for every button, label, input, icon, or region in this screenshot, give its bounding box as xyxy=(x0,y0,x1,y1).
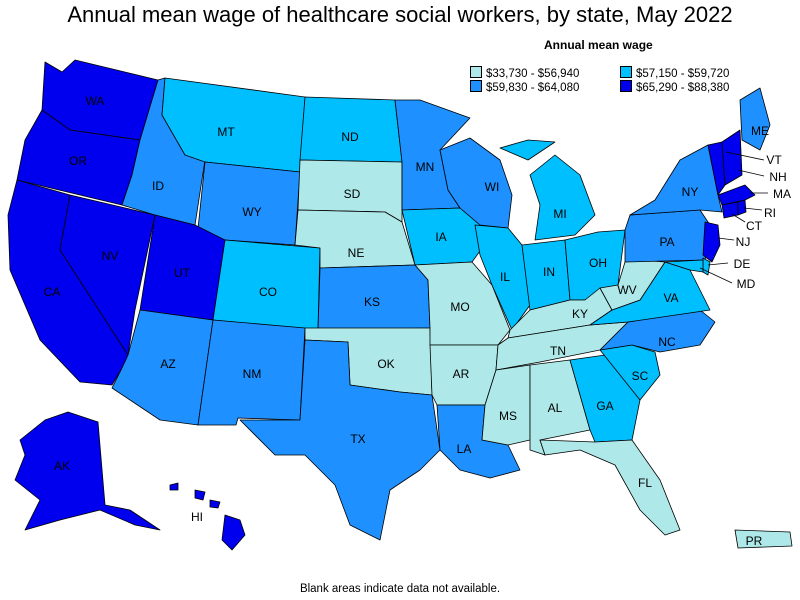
label-ks: KS xyxy=(364,295,380,309)
leader-nj xyxy=(717,237,735,241)
label-me: ME xyxy=(751,124,769,138)
leader-de xyxy=(707,262,729,266)
label-ny: NY xyxy=(682,185,699,199)
leader-md xyxy=(699,267,733,284)
label-la: LA xyxy=(457,442,472,456)
legend-title: Annual mean wage xyxy=(544,38,653,52)
state-tx[interactable] xyxy=(239,339,441,541)
leader-nh xyxy=(737,169,765,177)
state-ak[interactable] xyxy=(14,411,161,531)
state-ma[interactable] xyxy=(717,184,756,206)
label-ia: IA xyxy=(435,230,446,244)
label-mi: MI xyxy=(553,207,566,221)
label-de: DE xyxy=(734,257,751,271)
state-ri[interactable] xyxy=(737,199,747,216)
legend-item-bin-3: $59,830 - $64,080 xyxy=(470,80,579,95)
legend-label: $59,830 - $64,080 xyxy=(486,82,580,94)
label-tx: TX xyxy=(350,432,365,446)
label-ut: UT xyxy=(174,266,191,280)
legend-label: $57,150 - $59,720 xyxy=(636,68,730,80)
state-fl[interactable] xyxy=(539,439,681,536)
label-wv: WV xyxy=(617,283,636,297)
label-mo: MO xyxy=(450,300,469,314)
label-tn: TN xyxy=(550,344,566,358)
label-ak: AK xyxy=(54,459,70,473)
state-me[interactable] xyxy=(739,87,771,151)
label-ca: CA xyxy=(44,285,61,299)
state-labels: WA OR CA NV ID MT WY UT CO AZ NM ND SD N… xyxy=(44,94,791,548)
label-pr: PR xyxy=(746,534,763,548)
label-or: OR xyxy=(69,154,87,168)
label-co: CO xyxy=(259,285,277,299)
legend-swatch xyxy=(620,80,632,92)
state-hi[interactable] xyxy=(169,482,246,551)
label-id: ID xyxy=(152,179,164,193)
state-nh[interactable] xyxy=(721,129,743,186)
label-vt: VT xyxy=(766,153,782,167)
label-wi: WI xyxy=(485,180,500,194)
label-in: IN xyxy=(543,265,555,279)
label-az: AZ xyxy=(160,357,175,371)
label-wy: WY xyxy=(242,205,261,219)
label-nc: NC xyxy=(658,335,676,349)
legend-item-bin-2: $57,150 - $59,720 xyxy=(620,66,729,81)
label-nm: NM xyxy=(243,367,262,381)
label-wa: WA xyxy=(86,94,105,108)
label-pa: PA xyxy=(659,235,674,249)
label-va: VA xyxy=(663,291,678,305)
label-ms: MS xyxy=(499,409,517,423)
label-mt: MT xyxy=(217,125,235,139)
label-al: AL xyxy=(548,401,563,415)
legend-label: $33,730 - $56,940 xyxy=(486,68,580,80)
label-nd: ND xyxy=(341,130,359,144)
legend-item-bin-1: $33,730 - $56,940 xyxy=(470,66,579,81)
state-md[interactable] xyxy=(664,259,704,273)
label-ky: KY xyxy=(572,307,588,321)
label-sc: SC xyxy=(632,369,649,383)
legend-swatch xyxy=(470,80,482,92)
legend-swatch xyxy=(470,66,482,78)
state-il[interactable] xyxy=(474,224,531,331)
label-ne: NE xyxy=(348,246,365,260)
state-wy[interactable] xyxy=(196,161,301,246)
label-ga: GA xyxy=(596,399,613,413)
state-nj[interactable] xyxy=(702,221,721,263)
label-sd: SD xyxy=(344,187,361,201)
label-md: MD xyxy=(737,277,756,291)
state-nv[interactable] xyxy=(59,194,156,356)
state-pr[interactable] xyxy=(734,529,793,549)
legend-item-bin-4: $65,290 - $88,380 xyxy=(620,80,729,95)
label-nv: NV xyxy=(102,249,119,263)
leader-ri xyxy=(743,207,763,211)
label-ok: OK xyxy=(377,357,394,371)
legend-label: $65,290 - $88,380 xyxy=(636,82,730,94)
label-ct: CT xyxy=(746,219,763,233)
label-ma: MA xyxy=(773,187,791,201)
label-ri: RI xyxy=(764,206,776,220)
state-mi[interactable] xyxy=(499,139,596,241)
label-oh: OH xyxy=(589,256,607,270)
label-nj: NJ xyxy=(736,235,751,249)
leader-ct xyxy=(731,213,746,223)
label-il: IL xyxy=(500,270,510,284)
legend-swatch xyxy=(620,66,632,78)
map-title: Annual mean wage of healthcare social wo… xyxy=(67,2,733,27)
label-fl: FL xyxy=(638,476,652,490)
footnote: Blank areas indicate data not available. xyxy=(299,583,501,595)
label-ar: AR xyxy=(453,367,470,381)
label-hi: HI xyxy=(191,510,203,524)
label-mn: MN xyxy=(416,160,435,174)
label-nh: NH xyxy=(769,170,786,184)
leader-vt xyxy=(725,151,765,161)
state-ct[interactable] xyxy=(721,201,739,219)
state-ny[interactable] xyxy=(629,144,723,216)
